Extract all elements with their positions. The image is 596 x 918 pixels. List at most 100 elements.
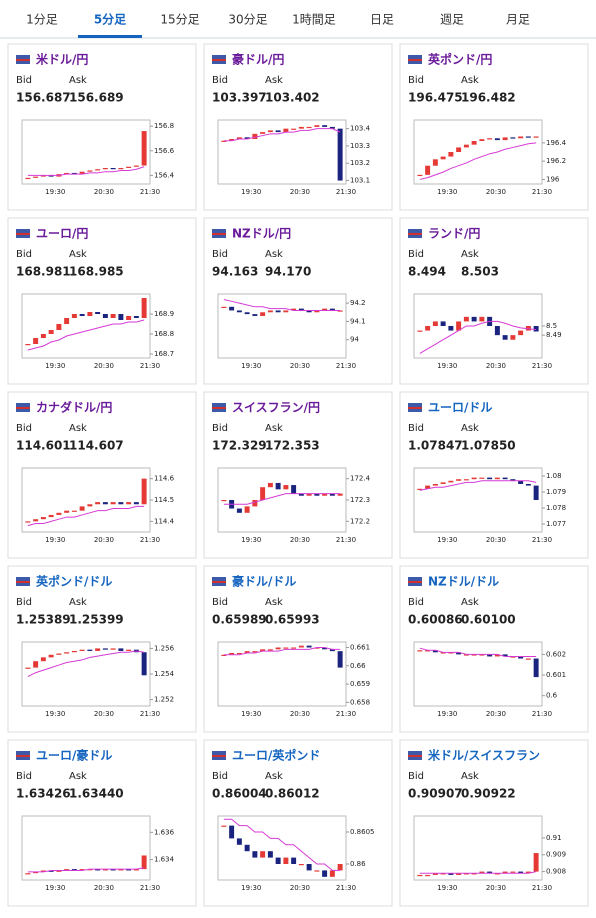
y-tick-label: 168.9 (154, 310, 174, 318)
candle (275, 482, 281, 490)
ask-label: Ask (461, 423, 479, 434)
candle (322, 125, 328, 127)
bid-label: Bid (408, 75, 424, 86)
candle (110, 648, 116, 650)
ask-label: Ask (69, 75, 87, 86)
y-tick-label: 0.659 (350, 680, 370, 688)
pair-title[interactable]: ユーロ/円 (36, 227, 88, 241)
candle (40, 334, 46, 338)
tab[interactable]: 月足 (506, 13, 530, 27)
ask-label: Ask (265, 75, 283, 86)
candle (502, 871, 508, 874)
x-tick-label: 20:30 (290, 710, 310, 718)
x-tick-label: 21:30 (140, 536, 160, 544)
candle (236, 838, 242, 845)
chart-frame (413, 467, 543, 533)
bid-value: 172.329 (212, 439, 267, 453)
candle (283, 128, 289, 133)
candle (56, 324, 62, 330)
pair-title[interactable]: カナダドル/円 (36, 400, 112, 415)
candle (236, 508, 242, 513)
ask-value: 0.65993 (265, 613, 320, 627)
candle (518, 656, 524, 659)
candle (518, 136, 524, 139)
candle (471, 873, 477, 875)
candle (64, 652, 70, 654)
candle (456, 652, 462, 655)
candle (126, 316, 132, 320)
pair-title[interactable]: ランド/円 (428, 227, 480, 241)
candle (221, 825, 227, 827)
candle (448, 152, 454, 157)
y-tick-label: 103.3 (350, 142, 370, 150)
bid-label: Bid (16, 75, 32, 86)
ask-label: Ask (69, 423, 87, 434)
y-tick-label: 0.6 (546, 692, 558, 700)
candle (283, 857, 289, 864)
pair-title[interactable]: NZドル/ドル (428, 575, 499, 589)
tab[interactable]: 30分足 (228, 13, 267, 27)
bid-value: 1.07847 (408, 439, 463, 453)
tab[interactable]: 週足 (440, 13, 464, 27)
flag-icon-stripe (408, 755, 422, 757)
candle (275, 857, 281, 864)
candle (79, 171, 85, 175)
candle (487, 871, 493, 874)
y-tick-label: 103.1 (350, 177, 370, 185)
x-tick-label: 21:30 (336, 884, 356, 892)
candle (518, 480, 524, 484)
tab[interactable]: 日足 (370, 13, 394, 27)
flag-icon-stripe (408, 59, 422, 61)
candle (502, 477, 508, 480)
bid-value: 94.163 (212, 265, 258, 279)
x-tick-label: 20:30 (94, 710, 114, 718)
candle (463, 316, 469, 322)
candle (133, 502, 139, 505)
pair-title[interactable]: 米ドル/円 (36, 52, 88, 67)
bid-value: 168.981 (16, 265, 71, 279)
candle (95, 502, 101, 505)
ask-label: Ask (265, 249, 283, 260)
pair-title[interactable]: ユーロ/ドル (428, 401, 492, 415)
candle (221, 140, 227, 142)
candle (456, 479, 462, 481)
candle (440, 321, 446, 326)
y-tick-label: 0.661 (350, 643, 370, 651)
tab[interactable]: 1時間足 (292, 13, 336, 27)
tab[interactable]: 5分足 (94, 12, 126, 27)
candle (110, 168, 116, 170)
pair-title[interactable]: NZドル/円 (232, 227, 291, 241)
pair-title[interactable]: ユーロ/英ポンド (232, 748, 320, 763)
candle (518, 871, 524, 874)
pair-title[interactable]: 英ポンド/円 (428, 52, 492, 67)
candle (260, 487, 266, 500)
candle (425, 326, 431, 331)
x-tick-label: 21:30 (140, 362, 160, 370)
candle (479, 654, 485, 656)
x-tick-label: 20:30 (290, 884, 310, 892)
candle (471, 654, 477, 656)
candle (440, 482, 446, 484)
candle (440, 873, 446, 875)
pair-title[interactable]: 米ドル/スイスフラン (428, 748, 540, 763)
pair-title[interactable]: ユーロ/豪ドル (36, 748, 112, 763)
candle (87, 312, 93, 316)
y-tick-label: 1.252 (154, 696, 174, 704)
pair-title[interactable]: 豪ドル/ドル (232, 574, 296, 589)
x-tick-label: 19:30 (45, 188, 65, 196)
pair-title[interactable]: 豪ドル/円 (232, 52, 284, 67)
tab[interactable]: 1分足 (26, 13, 58, 27)
candle (252, 651, 258, 653)
y-tick-label: 156.4 (154, 171, 175, 179)
candle (33, 338, 39, 344)
pair-title[interactable]: 英ポンド/ドル (36, 574, 112, 589)
candle (64, 510, 70, 513)
candle (133, 165, 139, 167)
y-tick-label: 172.2 (350, 517, 370, 525)
pair-title[interactable]: スイスフラン/円 (232, 401, 320, 415)
x-tick-label: 20:30 (94, 884, 114, 892)
candle (118, 648, 124, 651)
tab[interactable]: 15分足 (160, 13, 199, 27)
y-tick-label: 196.4 (546, 139, 567, 147)
